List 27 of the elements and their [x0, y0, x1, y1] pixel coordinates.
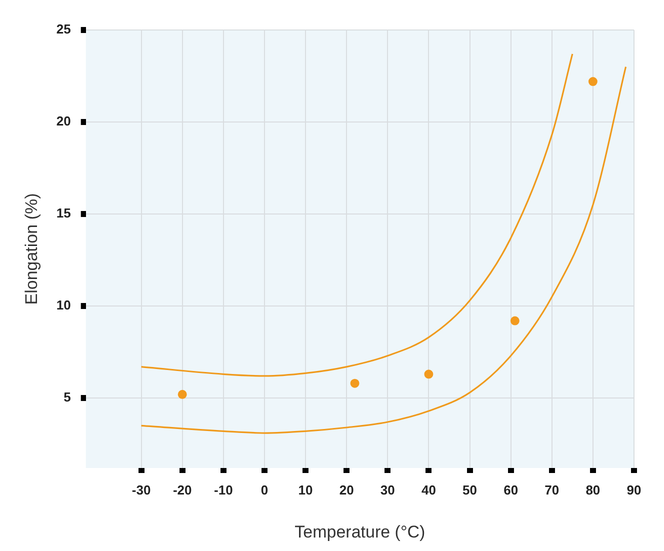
x-tick-label: 60: [504, 482, 518, 498]
x-axis-title: Temperature (°C): [294, 522, 426, 542]
point: [588, 77, 598, 86]
line-series: [140, 66, 627, 434]
x-tick-label: 90: [626, 482, 642, 498]
y-tick-label: 20: [56, 114, 71, 129]
point: [424, 370, 434, 379]
x-tick-label: 80: [586, 482, 600, 498]
x-tick-label: 10: [298, 482, 313, 498]
x-tick-label: 40: [421, 482, 436, 498]
x-tick-label: 0: [260, 482, 268, 498]
x-tick-label: -30: [132, 482, 151, 498]
point: [350, 378, 360, 388]
y-tick-label: 15: [56, 206, 71, 221]
y-tick-label: 25: [56, 22, 71, 37]
line-series: [140, 53, 574, 377]
x-tick-label: -10: [214, 482, 233, 498]
y-axis-title: Elongation (%): [22, 193, 41, 305]
point: [178, 390, 187, 399]
x-tick-label: 70: [544, 482, 560, 498]
y-tick-label: 10: [56, 298, 71, 313]
y-tick-label: 5: [64, 390, 71, 405]
x-tick-label: 50: [462, 482, 477, 498]
point: [510, 316, 520, 326]
x-tick-label: 20: [339, 482, 354, 498]
x-tick-label: -20: [172, 482, 192, 498]
x-tick-label: 30: [380, 482, 395, 498]
